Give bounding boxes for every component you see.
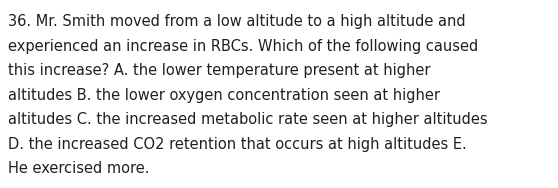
Text: He exercised more.: He exercised more. [8,161,150,176]
Text: this increase? A. the lower temperature present at higher: this increase? A. the lower temperature … [8,63,431,78]
Text: experienced an increase in RBCs. Which of the following caused: experienced an increase in RBCs. Which o… [8,39,478,54]
Text: altitudes B. the lower oxygen concentration seen at higher: altitudes B. the lower oxygen concentrat… [8,87,440,102]
Text: D. the increased CO2 retention that occurs at high altitudes E.: D. the increased CO2 retention that occu… [8,136,466,152]
Text: altitudes C. the increased metabolic rate seen at higher altitudes: altitudes C. the increased metabolic rat… [8,112,488,127]
Text: 36. Mr. Smith moved from a low altitude to a high altitude and: 36. Mr. Smith moved from a low altitude … [8,14,465,29]
